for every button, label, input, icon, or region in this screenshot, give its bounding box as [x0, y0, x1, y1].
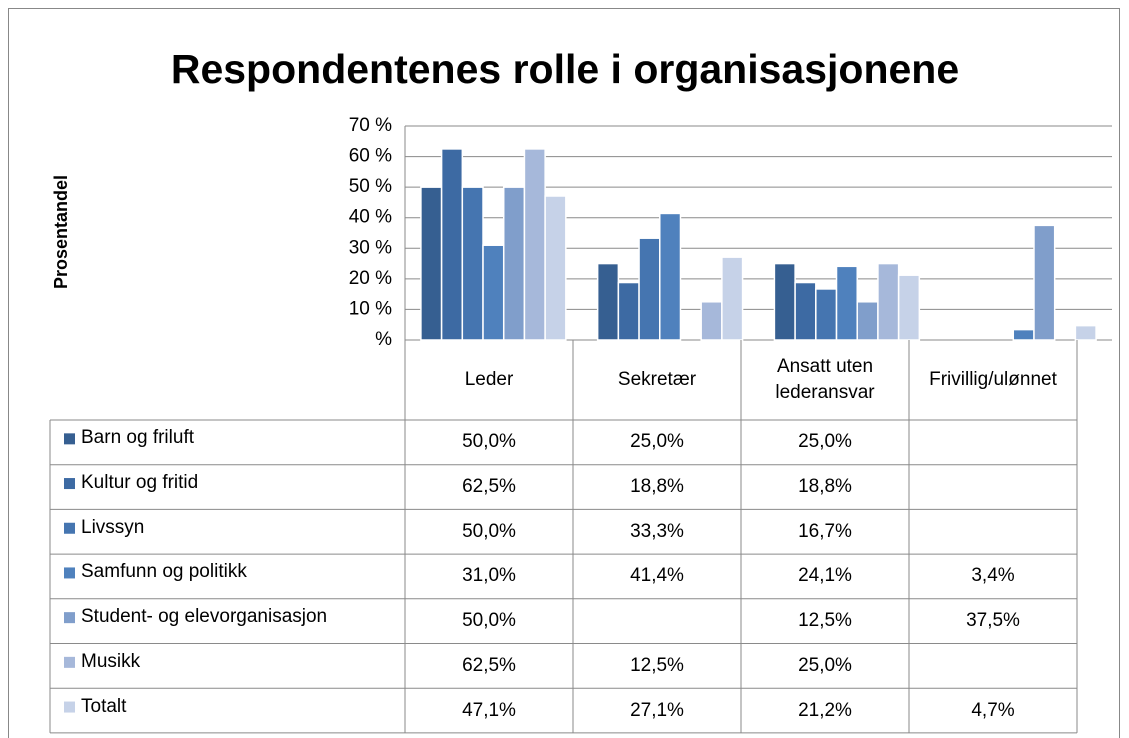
value-label: 18,8% — [630, 476, 684, 498]
value-label: 37,5% — [966, 610, 1020, 632]
bar — [773, 262, 796, 341]
bar — [502, 186, 526, 341]
value-label: 21,2% — [798, 699, 852, 721]
value-label: 62,5% — [462, 654, 516, 676]
y-tick-label: % — [375, 329, 392, 350]
legend-swatch — [64, 567, 75, 579]
value-label: 33,3% — [630, 520, 684, 542]
bar — [440, 148, 464, 341]
value-label: 4,7% — [971, 699, 1015, 721]
category-label: Sekretær — [617, 369, 697, 390]
legend-swatch — [64, 522, 75, 534]
bar — [482, 244, 505, 341]
bar — [1074, 324, 1097, 341]
y-tick-label: 50 % — [349, 176, 392, 197]
bar — [721, 256, 744, 341]
value-label: 12,5% — [798, 610, 852, 632]
value-label: 25,0% — [630, 431, 684, 453]
legend-label: Totalt — [81, 695, 127, 717]
category-label: Leder — [464, 369, 514, 390]
value-label: 50,0% — [462, 520, 516, 542]
value-label: 25,0% — [798, 431, 852, 453]
value-label: 24,1% — [798, 565, 852, 587]
y-axis-label: Prosentandel — [51, 175, 71, 289]
value-label: 3,4% — [971, 565, 1015, 587]
y-tick-label: 70 % — [349, 115, 392, 136]
y-tick-label: 10 % — [349, 298, 392, 319]
legend-swatch — [64, 433, 75, 445]
legend-label: Livssyn — [81, 516, 145, 538]
value-label: 62,5% — [462, 476, 516, 498]
bar — [815, 288, 838, 341]
bar — [794, 281, 817, 341]
bar — [1012, 328, 1035, 341]
bar — [700, 301, 723, 341]
bar — [897, 274, 921, 341]
legend-label: Barn og friluft — [81, 427, 194, 449]
chart-title: Respondentenes rolle i organisasjonene — [171, 46, 959, 92]
value-label: 18,8% — [798, 476, 852, 498]
bar — [544, 195, 567, 341]
y-tick-label: 30 % — [349, 237, 392, 258]
legend-swatch — [64, 701, 75, 713]
value-label: 31,0% — [462, 565, 516, 587]
value-label: 12,5% — [630, 654, 684, 676]
bar — [835, 265, 858, 341]
legend-swatch — [64, 656, 75, 668]
legend-label: Kultur og fritid — [81, 472, 199, 494]
bar — [1033, 224, 1056, 341]
chart-border — [8, 8, 1120, 738]
bar — [596, 262, 620, 341]
bar — [856, 301, 879, 341]
legend-label: Samfunn og politikk — [81, 561, 247, 583]
value-label: 27,1% — [630, 699, 684, 721]
bar — [659, 212, 682, 341]
y-tick-label: 60 % — [349, 146, 392, 167]
bar — [617, 281, 640, 341]
bar — [461, 186, 484, 341]
category-label: Ansatt uten lederansvar — [775, 356, 875, 403]
value-label: 25,0% — [798, 654, 852, 676]
bar — [523, 148, 546, 341]
value-label: 16,7% — [798, 520, 852, 542]
category-label: Frivillig/ulønnet — [929, 369, 1057, 390]
value-label: 47,1% — [462, 699, 516, 721]
bar — [877, 262, 900, 341]
value-label: 50,0% — [462, 431, 516, 453]
legend-label: Student- og elevorganisasjon — [81, 606, 328, 628]
bar — [638, 237, 661, 341]
legend-swatch — [64, 478, 75, 490]
legend-swatch — [64, 612, 75, 624]
value-label: 41,4% — [630, 565, 684, 587]
value-label: 50,0% — [462, 610, 516, 632]
y-tick-label: 40 % — [349, 207, 392, 228]
y-tick-label: 20 % — [349, 268, 392, 289]
legend-label: Musikk — [81, 650, 141, 672]
bar — [420, 186, 443, 341]
